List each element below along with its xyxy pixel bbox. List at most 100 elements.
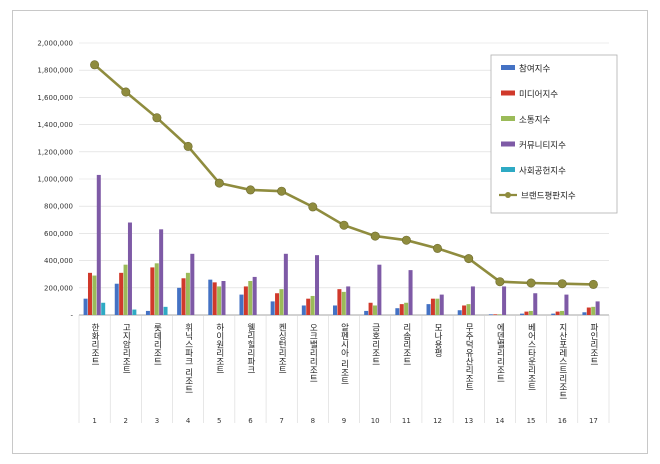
bar-2-14 xyxy=(493,314,498,315)
bar-4-4 xyxy=(190,253,195,315)
bar-3-11 xyxy=(404,302,409,315)
category-label: 오크밸리리조트 xyxy=(308,323,318,383)
category-label: 한화리조트 xyxy=(90,323,100,366)
bar-4-16 xyxy=(564,294,569,315)
bar-2-3 xyxy=(150,267,155,315)
legend-label: 사회공헌지수 xyxy=(519,167,566,177)
brand-reputation-chart: 2,000,000 1,800,000 1,600,000 1,400,000 1,20… xyxy=(37,40,618,425)
bar-2-9 xyxy=(337,289,342,315)
bar-3-6 xyxy=(248,281,253,315)
category-number: 2 xyxy=(124,417,128,425)
bars xyxy=(83,174,600,315)
line-point-13 xyxy=(464,254,474,264)
category-number: 14 xyxy=(495,417,504,425)
bar-4-2 xyxy=(127,222,132,315)
category-number: 15 xyxy=(527,417,536,425)
legend-line-marker xyxy=(505,192,511,198)
category-number: 5 xyxy=(217,417,221,425)
line-point-17 xyxy=(588,279,598,289)
bar-2-11 xyxy=(399,304,404,315)
category-number: 3 xyxy=(155,417,159,425)
category-number: 12 xyxy=(433,417,442,425)
y-tick-label: 600,000 xyxy=(44,230,73,238)
category-label: 롯데리조트 xyxy=(152,323,162,366)
bar-2-16 xyxy=(555,311,560,315)
bar-4-12 xyxy=(439,294,444,315)
bar-2-7 xyxy=(275,293,280,315)
legend-swatch-2 xyxy=(501,90,515,96)
bar-2-10 xyxy=(368,302,373,315)
legend-label: 소통지수 xyxy=(519,116,550,126)
bar-1-14 xyxy=(488,314,493,315)
category-label: 에덴밸리리조트 xyxy=(495,323,505,383)
bar-1-13 xyxy=(457,310,462,315)
bar-4-7 xyxy=(283,253,288,315)
y-tick-label: 1,400,000 xyxy=(37,121,73,129)
category-number: 11 xyxy=(402,417,411,425)
bar-2-1 xyxy=(87,272,92,315)
bar-2-8 xyxy=(306,298,311,315)
bar-5-1 xyxy=(101,302,106,315)
bar-3-15 xyxy=(528,310,533,315)
category-label: 모나용평 xyxy=(433,323,443,357)
bar-3-4 xyxy=(185,272,190,315)
bar-1-5 xyxy=(208,279,213,315)
category-label: 켄싱턴리조트 xyxy=(277,322,287,374)
line-point-11 xyxy=(401,235,411,245)
bar-2-6 xyxy=(243,286,248,315)
bar-1-3 xyxy=(145,310,150,315)
category-number: 7 xyxy=(279,417,283,425)
bar-3-8 xyxy=(310,295,315,315)
bar-4-10 xyxy=(377,264,382,315)
y-tick-label: 200,000 xyxy=(44,284,73,292)
y-axis: 2,000,000 1,800,000 1,600,000 1,400,000 1,20… xyxy=(37,40,73,320)
legend-swatch-5 xyxy=(501,167,515,172)
line-point-9 xyxy=(339,220,349,230)
bar-2-5 xyxy=(212,282,217,315)
bar-4-1 xyxy=(96,174,101,315)
category-number: 13 xyxy=(464,417,473,425)
bar-4-8 xyxy=(315,255,320,315)
legend-label: 미디어지수 xyxy=(519,89,558,100)
bar-1-2 xyxy=(114,283,119,315)
category-number: 1 xyxy=(92,417,96,425)
bar-3-17 xyxy=(591,306,596,315)
category-number: 8 xyxy=(311,417,315,425)
bar-1-10 xyxy=(364,310,369,315)
legend-label: 커뮤니티지수 xyxy=(519,140,566,151)
category-label: 금호리조트 xyxy=(370,323,380,366)
chart-frame: 2,000,000 1,800,000 1,600,000 1,400,000 1,20… xyxy=(12,10,648,454)
line-point-15 xyxy=(526,278,536,288)
bar-3-12 xyxy=(435,298,440,315)
line-point-16 xyxy=(557,279,567,289)
line-point-2 xyxy=(121,87,131,97)
category-number: 16 xyxy=(558,417,567,425)
line-point-1 xyxy=(90,60,100,70)
bar-4-11 xyxy=(408,270,413,315)
category-label: 베어스타운리조트 xyxy=(526,323,536,391)
bar-2-17 xyxy=(586,307,591,315)
bar-1-4 xyxy=(177,287,182,315)
bar-2-4 xyxy=(181,278,186,315)
bar-3-7 xyxy=(279,289,284,315)
bar-2-12 xyxy=(430,298,435,315)
legend-label: 브랜드평판지수 xyxy=(521,191,576,202)
legend-box xyxy=(490,54,618,214)
category-number: 10 xyxy=(371,417,380,425)
line-point-6 xyxy=(246,185,256,195)
y-tick-label: 2,000,000 xyxy=(37,40,73,48)
bar-1-6 xyxy=(239,294,244,315)
bar-1-16 xyxy=(551,313,556,315)
bar-4-6 xyxy=(252,276,257,315)
category-label: 고지암리조트 xyxy=(121,323,131,374)
bar-4-5 xyxy=(221,281,226,315)
category-number: 9 xyxy=(342,417,346,425)
bar-1-11 xyxy=(395,308,400,315)
bar-4-9 xyxy=(346,286,351,315)
category-number: 17 xyxy=(589,417,598,425)
bar-2-13 xyxy=(462,305,467,315)
y-tick-label: 1,600,000 xyxy=(37,94,73,102)
category-label: 웰리힐리파크 xyxy=(245,322,255,374)
bar-1-12 xyxy=(426,304,431,315)
